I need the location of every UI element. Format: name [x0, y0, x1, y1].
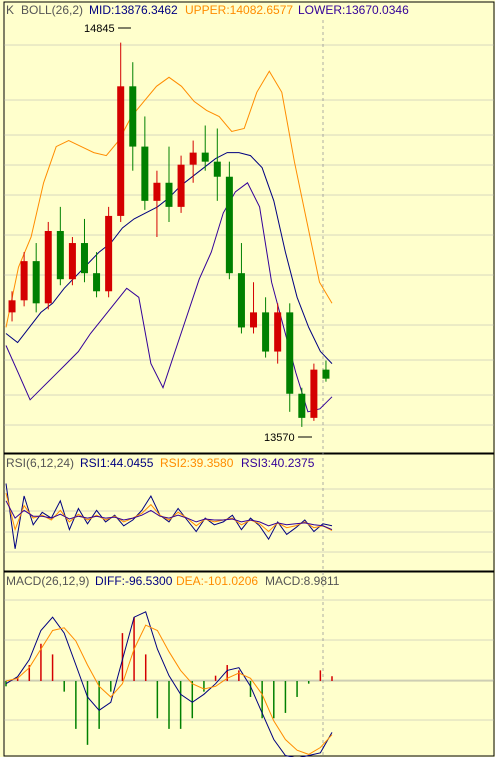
candle-body-24 [298, 393, 306, 418]
candle-body-2 [32, 261, 40, 304]
rsi1-value: RSI1:44.0455 [80, 456, 154, 470]
candle-body-23 [286, 312, 294, 394]
candle-body-3 [44, 230, 52, 304]
low-marker-label: 13570 [264, 432, 295, 444]
candle-body-18 [225, 176, 233, 274]
candle-body-25 [310, 369, 318, 418]
candle-body-19 [237, 273, 245, 328]
diff-value: DIFF:-96.5300 [95, 574, 173, 588]
candle-body-17 [213, 161, 221, 177]
candle-body-10 [129, 86, 137, 147]
candle-body-5 [68, 243, 76, 280]
candle-body-6 [80, 243, 88, 274]
boll-panel-frame [3, 1, 495, 454]
rsi-indicator-name: RSI(6,12,24) [6, 456, 74, 470]
candle-body-26 [322, 369, 330, 379]
candle-body-12 [153, 182, 161, 201]
macd-indicator-name: MACD(26,12,9) [6, 574, 89, 588]
rsi-layer [5, 483, 333, 549]
candle-body-8 [105, 215, 113, 292]
candle-body-14 [177, 164, 185, 207]
boll-layer [5, 70, 333, 413]
candle-body-1 [20, 261, 28, 301]
candle-body-4 [56, 230, 64, 280]
high-marker-label: 14845 [84, 23, 115, 35]
macd-panel-frame [3, 571, 495, 757]
boll-indicator-name: BOLL(26,2) [21, 3, 83, 17]
rsi-line-rsi3 [5, 500, 333, 531]
boll-mid-value: MID:13876.3462 [89, 3, 178, 17]
candle-body-21 [262, 312, 270, 352]
candle-body-20 [250, 312, 258, 328]
rsi-line-rsi2 [5, 492, 333, 533]
boll-lower-value: LOWER:13670.0346 [298, 3, 409, 17]
candle-body-13 [165, 182, 173, 207]
dea-value: DEA:-101.0206 [176, 574, 258, 588]
macd-line-dea [5, 624, 333, 755]
candle-body-11 [141, 146, 149, 201]
macd-line-diff [5, 611, 333, 757]
candle-body-16 [201, 152, 209, 162]
grid-layer [4, 20, 494, 756]
candle-body-0 [8, 300, 16, 313]
candle-body-7 [93, 273, 101, 292]
candle-body-22 [274, 312, 282, 352]
boll-upper-value: UPPER:14082.6577 [185, 3, 293, 17]
rsi-line-rsi1 [5, 483, 333, 549]
macd-value: MACD:8.9811 [265, 574, 340, 588]
rsi3-value: RSI3:40.2375 [241, 456, 315, 470]
rsi2-value: RSI2:39.3580 [160, 456, 234, 470]
boll-prefix: K [6, 3, 14, 17]
boll-line-upper [5, 70, 333, 328]
candle-layer [8, 42, 330, 427]
rsi-panel-frame [3, 453, 495, 572]
macd-layer [4, 611, 494, 757]
candle-body-9 [117, 86, 125, 216]
candle-body-15 [189, 152, 197, 165]
